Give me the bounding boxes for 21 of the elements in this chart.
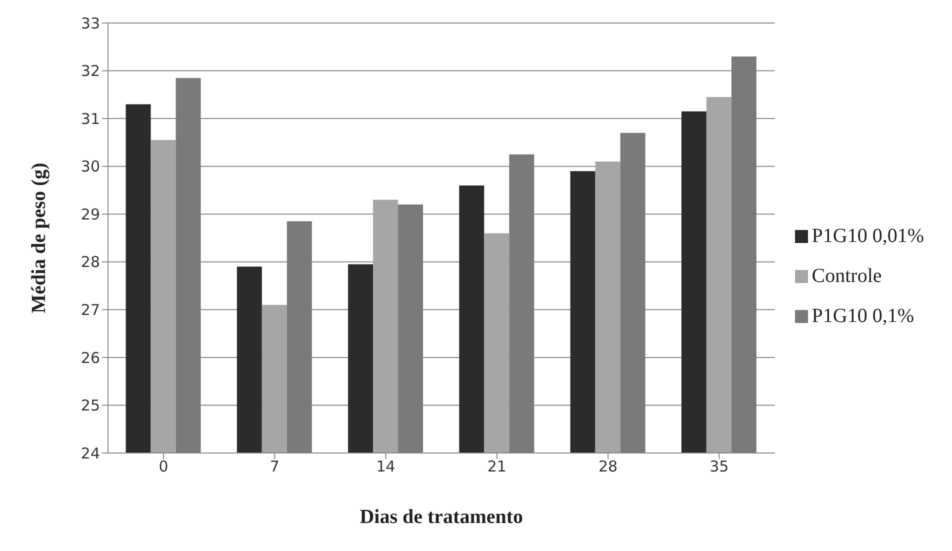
y-tick-label: 26 <box>80 348 100 367</box>
x-tick-label: 0 <box>158 458 168 476</box>
y-tick-label: 24 <box>80 444 100 462</box>
y-tick-label: 27 <box>80 300 100 319</box>
y-axis-title: Média de peso (g) <box>28 162 50 314</box>
x-tick-label: 7 <box>270 458 280 476</box>
y-tick-label: 32 <box>80 62 100 80</box>
y-tick-label: 33 <box>80 14 100 32</box>
y-tick-label: 25 <box>80 396 100 415</box>
y-tick-label: 30 <box>80 158 100 176</box>
x-tick-label: 35 <box>710 458 729 476</box>
y-tick-label: 29 <box>80 205 100 224</box>
y-tick-label: 31 <box>80 110 100 128</box>
legend-label: Controle <box>812 264 882 286</box>
x-tick-label: 21 <box>487 458 506 476</box>
legend-label: P1G10 0,1% <box>812 304 914 326</box>
legend-label: P1G10 0,01% <box>812 224 924 246</box>
x-axis-title: Dias de tratamento <box>360 506 524 528</box>
y-tick-label: 28 <box>80 253 100 272</box>
x-tick-label: 28 <box>598 458 618 476</box>
x-tick-label: 14 <box>376 458 396 476</box>
